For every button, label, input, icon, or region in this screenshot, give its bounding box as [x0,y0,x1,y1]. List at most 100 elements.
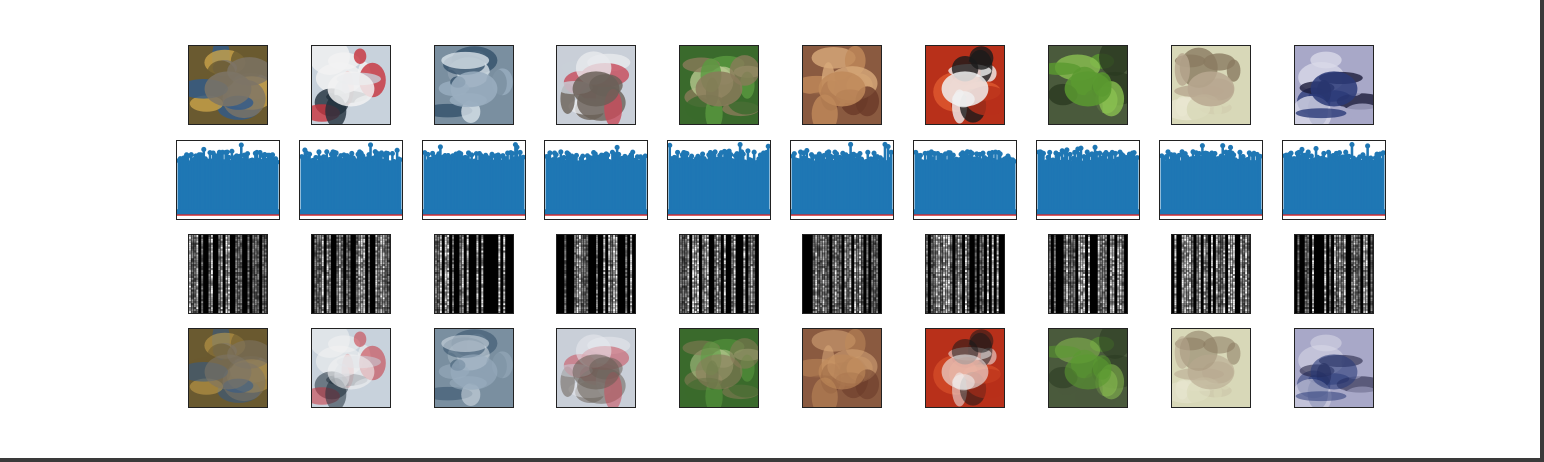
code-pixel [753,272,756,274]
code-pixel [247,244,250,247]
code-pixel [815,291,818,294]
code-pixel [822,262,825,265]
code-pixel [608,252,611,255]
code-pixel [694,258,697,261]
code-pixel [435,283,437,286]
code-pixel [503,242,506,245]
code-pixel [257,299,260,302]
code-pixel [719,297,721,300]
code-pixel [459,240,462,243]
code-pixel [235,238,238,241]
code-pixel [247,279,250,282]
code-pixel [319,264,322,267]
code-pixel [750,309,753,312]
code-pixel [329,283,332,286]
code-pixel [743,299,746,302]
code-pixel [196,285,199,288]
code-pixel [608,299,611,302]
code-pixel [684,295,687,298]
embedding-marker [553,152,559,158]
code-pixel [733,311,736,313]
code-pixel [682,283,685,286]
code-pixel [262,240,265,243]
code-pixel [385,275,388,278]
code-pixel [191,297,194,300]
code-pixel [625,275,628,278]
code-pixel [385,268,388,271]
code-pixel [481,272,484,274]
code-pixel [687,248,690,251]
code-pixel [444,266,447,269]
code-pixel [498,277,501,280]
code-pixel [832,252,835,255]
code-pixel [586,293,589,296]
code-pixel [240,275,243,278]
code-pixel [314,291,317,294]
code-pixel [822,311,825,313]
code-pixel [338,260,341,263]
code-pixel [817,279,820,282]
code-pixel [363,291,366,294]
code-pixel [189,291,191,294]
code-pixel [237,258,240,261]
code-pixel [189,311,191,313]
code-pixel [235,268,238,271]
code-pixel [316,254,319,257]
code-pixel [368,260,371,263]
code-pixel [697,301,700,304]
code-pixel [201,246,204,249]
code-pixel [748,277,751,280]
code-pixel [329,281,332,284]
code-pixel [262,260,265,263]
code-pixel [368,289,371,292]
code-pixel [731,258,734,261]
code-pixel [578,240,581,243]
code-pixel [596,268,598,271]
code-pixel [578,248,581,251]
code-pixel [827,297,830,300]
code-pixel [583,242,586,245]
code-pixel [815,235,818,237]
code-pixel [578,266,581,269]
code-pixel [610,248,613,251]
code-pixel [319,262,322,265]
code-pixel [444,272,447,274]
code-pixel [210,301,213,304]
code-pixel [252,283,255,286]
code-pixel [586,274,589,276]
code-pixel [385,266,388,269]
code-pixel [225,256,228,259]
code-pixel [466,274,469,276]
code-pixel [264,244,267,247]
code-pixel [625,291,628,294]
code-pixel [435,293,437,296]
code-pixel [336,279,339,282]
code-pixel [336,275,339,278]
code-pixel [247,299,250,302]
code-pixel [608,272,611,274]
code-pixel [264,274,267,276]
code-pixel [201,238,204,241]
code-pixel [694,301,697,304]
code-pixel [832,289,835,292]
code-pixel [220,291,223,294]
code-pixel [476,279,479,282]
code-pixel [346,266,349,269]
code-pixel [824,295,827,298]
code-pixel [368,283,371,286]
code-pixel [368,254,371,257]
code-pixel [719,248,721,251]
code-pixel [615,264,618,267]
code-pixel [316,272,319,274]
code-pixel [682,266,685,269]
code-pixel [564,260,567,263]
code-pixel [316,264,319,267]
code-pixel [435,291,437,294]
code-pixel [466,272,469,274]
code-pixel [603,303,606,306]
code-pixel [832,254,835,257]
code-pixel [827,281,830,284]
code-pixel [380,270,383,273]
code-pixel [341,250,344,253]
code-pixel [706,268,709,271]
